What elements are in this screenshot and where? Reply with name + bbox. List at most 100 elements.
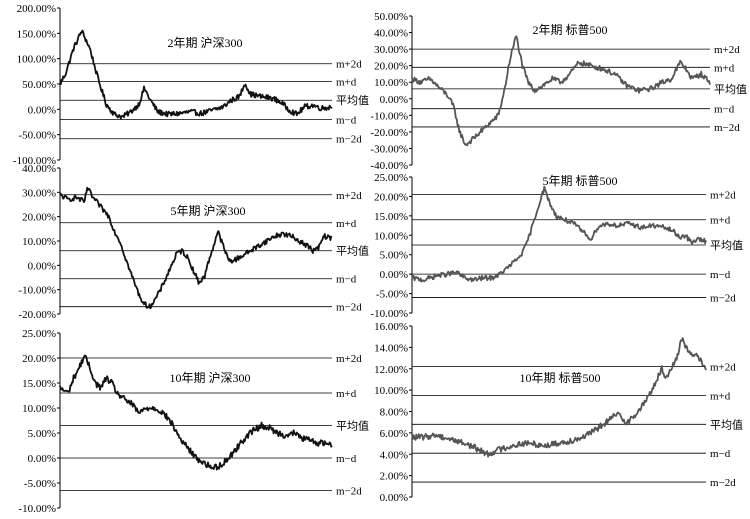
ref-line-label: m−d bbox=[710, 448, 731, 460]
y-tick-label: 0.00% bbox=[28, 104, 56, 116]
y-tick-label: 25.00% bbox=[22, 328, 56, 340]
ref-lines: m+2d m+d 平均值 m−d m−2d bbox=[60, 59, 369, 146]
series-line-path bbox=[411, 185, 707, 283]
ref-line-label: m−2d bbox=[714, 122, 740, 134]
y-tick-label: 10.00% bbox=[22, 236, 56, 248]
y-tick-label: 25.00% bbox=[374, 172, 408, 184]
series-line bbox=[59, 29, 333, 120]
y-tick-label: 10.00% bbox=[22, 403, 56, 415]
y-tick-label: 200.00% bbox=[17, 3, 56, 15]
y-tick-label: 0.00% bbox=[28, 453, 56, 465]
y-tick-label: 40.00% bbox=[22, 163, 56, 175]
ref-line-label: m+2d bbox=[710, 189, 736, 201]
y-tick-label: 50.00% bbox=[22, 79, 56, 91]
ref-lines: m+2d m+d 平均值 m−d m−2d bbox=[60, 353, 369, 498]
y-tick-label: 16.00% bbox=[374, 321, 408, 333]
ref-line-label: m−d bbox=[714, 104, 735, 116]
series-line bbox=[411, 337, 707, 458]
ref-line-label: m−2d bbox=[710, 477, 736, 489]
ref-line-label: m+d bbox=[336, 76, 357, 88]
y-tick-label: 0.00% bbox=[28, 260, 56, 272]
series-line-path bbox=[59, 186, 333, 310]
y-tick-label: 50.00% bbox=[374, 11, 408, 23]
y-tick-label: 6.00% bbox=[380, 428, 408, 440]
y-tick-label: 5.00% bbox=[380, 250, 408, 262]
y-tick-label: 30.00% bbox=[374, 44, 408, 56]
y-axis: -40.00% -30.00% -20.00% -10.00% 0.00% 10.00% 2… bbox=[370, 11, 413, 172]
series-line bbox=[59, 354, 333, 471]
ref-line-label: m+2d bbox=[710, 362, 736, 374]
y-tick-label: -10.00% bbox=[18, 285, 56, 297]
panel-title: 5年期 沪深300 bbox=[170, 204, 245, 218]
series-line-path bbox=[59, 29, 333, 120]
panel-hs300-5y: m+2d m+d 平均值 m−d m−2d -20.00% -10.00% 0.00% 10.… bbox=[18, 163, 369, 321]
ref-lines: m+2d m+d 平均值 m−d m−2d bbox=[412, 44, 747, 134]
series-line-path bbox=[411, 35, 711, 147]
y-tick-label: -30.00% bbox=[370, 143, 408, 155]
y-tick-label: 150.00% bbox=[17, 28, 56, 40]
ref-line-label: m+2d bbox=[714, 44, 740, 56]
series-line bbox=[411, 35, 711, 147]
y-tick-label: 14.00% bbox=[374, 342, 408, 354]
y-tick-label: 40.00% bbox=[374, 28, 408, 40]
y-tick-label: 100.00% bbox=[17, 54, 56, 66]
y-tick-label: -20.00% bbox=[18, 309, 56, 321]
ref-line-label: m+2d bbox=[336, 190, 362, 202]
series-line-path bbox=[411, 337, 707, 458]
y-tick-label: 8.00% bbox=[380, 407, 408, 419]
ref-line-label: 平均值 bbox=[710, 239, 743, 252]
y-axis: 0.00% 2.00% 4.00% 6.00% 8.00% 10.00% 12.00% 14.… bbox=[374, 321, 413, 504]
ref-line-label: m−d bbox=[336, 453, 357, 465]
series-line-path bbox=[59, 354, 333, 471]
ref-line-label: m+d bbox=[336, 218, 357, 230]
ref-line-label: m−2d bbox=[710, 292, 736, 304]
y-tick-label: 12.00% bbox=[374, 364, 408, 376]
panel-title: 10年期 沪深300 bbox=[169, 371, 250, 385]
y-tick-label: 0.00% bbox=[380, 492, 408, 504]
panel-title: 5年期 标普500 bbox=[542, 174, 617, 188]
y-axis: -100.00% -50.00% 0.00% 50.00% 100.00% 150.00%… bbox=[13, 3, 61, 167]
y-tick-label: -10.00% bbox=[370, 110, 408, 122]
panel-title: 2年期 沪深300 bbox=[167, 36, 242, 50]
y-tick-label: 15.00% bbox=[22, 378, 56, 390]
ref-line-label: m+d bbox=[336, 388, 357, 400]
y-axis: -10.00% -5.00% 0.00% 5.00% 10.00% 15.00% 20.00… bbox=[18, 328, 61, 515]
ref-line-label: m+2d bbox=[336, 353, 362, 365]
ref-line-label: 平均值 bbox=[714, 83, 747, 96]
ref-line-label: 平均值 bbox=[710, 418, 743, 431]
ref-line-label: m−2d bbox=[336, 302, 362, 314]
y-tick-label: 30.00% bbox=[22, 187, 56, 199]
ref-line-label: m−d bbox=[710, 269, 731, 281]
y-tick-label: 20.00% bbox=[22, 212, 56, 224]
ref-line-label: m−2d bbox=[336, 486, 362, 498]
y-tick-label: -10.00% bbox=[18, 503, 56, 515]
y-tick-label: 4.00% bbox=[380, 449, 408, 461]
panel-title: 2年期 标普500 bbox=[532, 23, 607, 37]
y-tick-label: 2.00% bbox=[380, 471, 408, 483]
ref-line-label: m+d bbox=[710, 390, 731, 402]
y-tick-label: 20.00% bbox=[22, 353, 56, 365]
y-tick-label: 10.00% bbox=[374, 385, 408, 397]
y-axis: -20.00% -10.00% 0.00% 10.00% 20.00% 30.00% 40.… bbox=[18, 163, 61, 321]
panel-hs300-2y: m+2d m+d 平均值 m−d m−2d -100.00% -50.00% 0.00% 50… bbox=[13, 3, 369, 167]
y-tick-label: -100.00% bbox=[13, 155, 56, 167]
panel-sp500-10y: m+2d m+d 平均值 m−d m−2d 0.00% 2.00% 4.00% 6.00% 8.… bbox=[374, 321, 743, 504]
ref-line-label: m+2d bbox=[336, 59, 362, 71]
ref-lines: m+2d m+d 平均值 m−d m−2d bbox=[412, 362, 743, 489]
y-tick-label: 10.00% bbox=[374, 77, 408, 89]
ref-line-label: m−d bbox=[336, 114, 357, 126]
series-line bbox=[59, 186, 333, 310]
y-tick-label: -5.00% bbox=[376, 289, 408, 301]
ref-line-label: m+d bbox=[710, 215, 731, 227]
y-tick-label: 15.00% bbox=[374, 211, 408, 223]
ref-line-label: m−2d bbox=[336, 134, 362, 146]
ref-lines: m+2d m+d 平均值 m−d m−2d bbox=[412, 189, 743, 304]
y-tick-label: -40.00% bbox=[370, 160, 408, 172]
ref-lines: m+2d m+d 平均值 m−d m−2d bbox=[60, 190, 369, 314]
y-tick-label: -50.00% bbox=[18, 130, 56, 142]
y-tick-label: -20.00% bbox=[370, 127, 408, 139]
y-tick-label: 10.00% bbox=[374, 230, 408, 242]
y-tick-label: 0.00% bbox=[380, 269, 408, 281]
